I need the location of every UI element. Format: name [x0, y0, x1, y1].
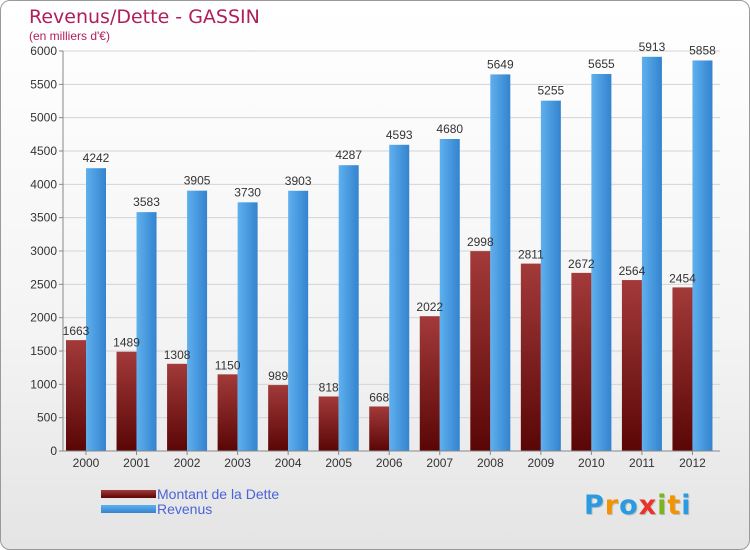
- revenue-bar: [187, 190, 208, 451]
- revenue-data-label: 3730: [234, 185, 261, 199]
- debt-bar: [621, 280, 642, 451]
- debt-data-label: 2811: [518, 248, 544, 262]
- x-tick-label: 2009: [527, 456, 554, 470]
- y-tick-label: 0: [50, 444, 57, 458]
- x-tick-label: 2006: [376, 456, 403, 470]
- x-tick-label: 2012: [679, 456, 706, 470]
- logo-letter: i: [681, 490, 692, 521]
- debt-data-label: 2022: [416, 300, 443, 314]
- revenue-bar: [490, 74, 511, 452]
- x-tick-label: 2008: [477, 456, 504, 470]
- x-tick-label: 2007: [426, 456, 453, 470]
- x-tick-label: 2004: [275, 456, 302, 470]
- y-tick-label: 2000: [30, 311, 57, 325]
- logo-letter: o: [619, 490, 639, 521]
- debt-data-label: 989: [268, 369, 288, 383]
- revenue-bar: [136, 212, 157, 451]
- y-tick-label: 5500: [30, 77, 57, 91]
- proxiti-logo: Proxiti: [584, 490, 692, 521]
- y-tick-label: 4000: [30, 177, 57, 191]
- revenue-data-label: 4242: [83, 151, 110, 165]
- debt-bar: [66, 340, 86, 451]
- legend-label-debt: Montant de la Dette: [157, 486, 280, 502]
- revenue-bar: [237, 202, 258, 451]
- debt-bar: [369, 406, 390, 451]
- logo-letter: P: [584, 490, 605, 521]
- x-tick-label: 2003: [224, 456, 251, 470]
- x-tick-label: 2011: [629, 456, 655, 470]
- debt-bar: [116, 351, 137, 451]
- debt-data-label: 2672: [568, 257, 595, 271]
- revenue-data-label: 3583: [133, 195, 160, 209]
- logo-letter: i: [657, 490, 668, 521]
- x-tick-label: 2005: [325, 456, 352, 470]
- debt-data-label: 818: [319, 380, 339, 394]
- logo-letter: t: [667, 490, 682, 521]
- x-tick-label: 2010: [578, 456, 605, 470]
- revenue-bar: [641, 56, 662, 452]
- debt-data-label: 668: [369, 390, 389, 404]
- debt-data-label: 2998: [467, 235, 494, 249]
- revenue-data-label: 3903: [285, 174, 312, 188]
- revenue-bar: [389, 144, 410, 452]
- y-tick-label: 5000: [30, 111, 57, 125]
- y-tick-label: 2500: [30, 277, 57, 291]
- revenue-bar: [692, 60, 713, 451]
- revenue-bar: [540, 100, 561, 452]
- debt-data-label: 1308: [164, 348, 191, 362]
- legend-swatch-debt: [101, 490, 156, 498]
- y-tick-label: 1500: [30, 344, 57, 358]
- debt-bar: [672, 287, 693, 451]
- debt-bar: [167, 363, 188, 451]
- revenue-data-label: 4680: [436, 122, 463, 136]
- debt-data-label: 1150: [215, 358, 241, 372]
- revenue-data-label: 4287: [335, 148, 362, 162]
- revenue-bar: [591, 74, 612, 451]
- debt-data-label: 2454: [669, 271, 696, 285]
- debt-bar: [217, 374, 238, 451]
- revenue-bar: [288, 190, 309, 452]
- y-tick-label: 6000: [30, 44, 57, 58]
- revenue-data-label: 3905: [184, 174, 211, 188]
- logo-letter: r: [604, 490, 620, 521]
- y-tick-label: 4500: [30, 144, 57, 158]
- x-tick-label: 2001: [123, 456, 150, 470]
- debt-data-label: 1663: [63, 324, 90, 338]
- x-tick-label: 2002: [174, 456, 201, 470]
- revenue-data-label: 5655: [588, 57, 615, 71]
- revenue-data-label: 4593: [386, 128, 413, 142]
- y-tick-label: 3500: [30, 211, 57, 225]
- chart-subtitle: (en milliers d'€): [29, 29, 110, 43]
- revenue-data-label: 5649: [487, 57, 514, 71]
- revenue-data-label: 5255: [537, 84, 564, 98]
- legend-swatch-revenue: [101, 505, 156, 513]
- debt-bar: [268, 385, 289, 451]
- revenue-bar: [86, 168, 106, 451]
- debt-data-label: 2564: [619, 264, 646, 278]
- y-tick-label: 500: [37, 411, 57, 425]
- debt-data-label: 1489: [113, 336, 140, 350]
- debt-bar: [571, 272, 592, 451]
- y-tick-label: 1000: [30, 377, 57, 391]
- debt-bar: [419, 316, 440, 451]
- logo-letter: x: [638, 490, 658, 521]
- y-tick-label: 3000: [30, 244, 57, 258]
- x-tick-label: 2000: [73, 456, 100, 470]
- debt-bar: [318, 396, 339, 451]
- legend-label-revenue: Revenus: [157, 501, 213, 517]
- debt-bar: [520, 263, 541, 451]
- revenue-data-label: 5913: [639, 40, 666, 54]
- chart-title: Revenus/Dette - GASSIN: [29, 6, 260, 28]
- debt-bar: [470, 251, 491, 451]
- revenue-bar: [439, 139, 460, 451]
- revenue-bar: [338, 165, 359, 451]
- revenue-data-label: 5858: [689, 43, 716, 57]
